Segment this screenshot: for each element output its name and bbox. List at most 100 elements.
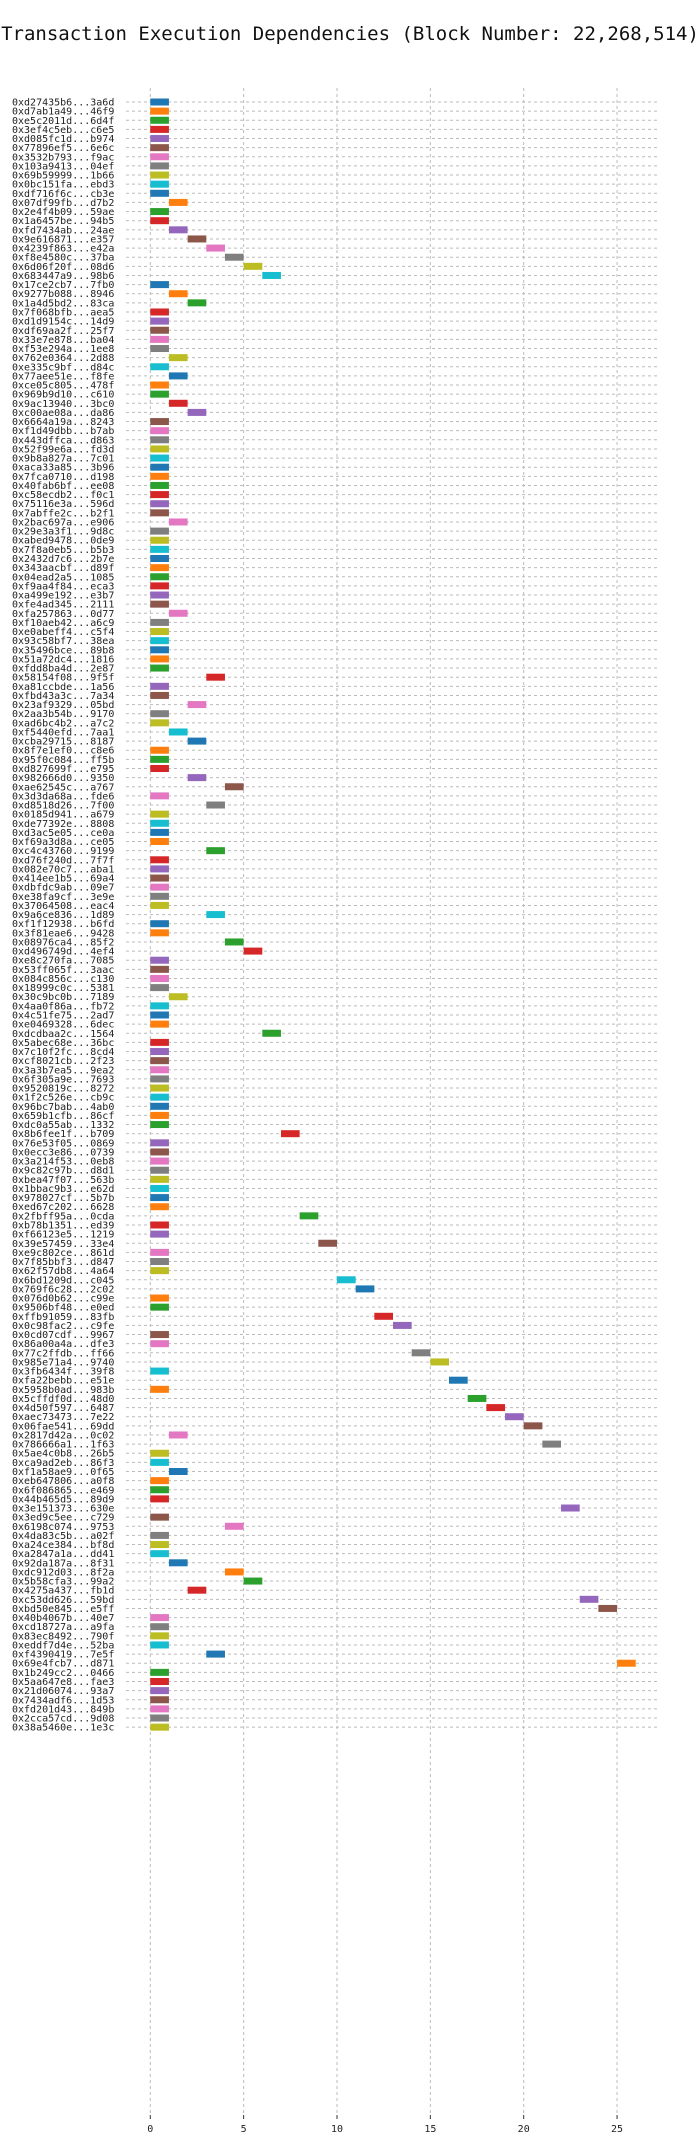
dependency-bar bbox=[150, 381, 169, 389]
y-tick-label: 0xdc912d03...8f2a bbox=[12, 1567, 114, 1578]
chart-title: Transaction Execution Dependencies (Bloc… bbox=[1, 23, 699, 45]
y-tick-label: 0x96bc7bab...4ab0 bbox=[12, 1102, 114, 1113]
y-tick-label: 0xaca33a85...3b96 bbox=[12, 463, 114, 474]
y-tick-label: 0x9520819c...8272 bbox=[12, 1084, 114, 1095]
y-tick-label: 0xe8c270fa...7085 bbox=[12, 956, 114, 967]
dependency-bar bbox=[168, 354, 188, 362]
dependency-bar bbox=[150, 1157, 169, 1165]
y-tick-label: 0xc58ecdb2...f0c1 bbox=[12, 490, 114, 501]
y-tick-label: 0x4da83c5b...a02f bbox=[12, 1531, 114, 1542]
dependency-bar bbox=[150, 755, 169, 763]
dependency-bar bbox=[150, 509, 169, 517]
dependency-bar bbox=[355, 1285, 375, 1293]
dependency-bar bbox=[150, 564, 169, 572]
y-tick-label: 0xa81ccbde...1a56 bbox=[12, 682, 114, 693]
dependency-bar bbox=[542, 1440, 562, 1448]
y-tick-label: 0x103a9413...04ef bbox=[12, 161, 114, 172]
dependency-bar bbox=[430, 1358, 450, 1366]
dependency-bar bbox=[150, 144, 169, 152]
y-tick-label: 0xf10aeb42...a6c9 bbox=[12, 618, 114, 629]
dependency-bar bbox=[150, 1066, 169, 1074]
dependency-bar bbox=[150, 573, 169, 581]
dependency-bar bbox=[150, 1075, 169, 1083]
y-tick-label: 0x985e71a4...9740 bbox=[12, 1357, 114, 1368]
y-tick-label: 0xe9c802ce...861d bbox=[12, 1248, 114, 1259]
dependency-bar bbox=[243, 947, 263, 955]
x-tick-label: 25 bbox=[611, 2124, 623, 2135]
dependency-bar bbox=[224, 1568, 244, 1576]
dependency-bar bbox=[206, 244, 225, 252]
y-tick-label: 0x0bc151fa...ebd3 bbox=[12, 180, 114, 191]
dependency-bar bbox=[150, 436, 169, 444]
dependency-bar bbox=[168, 372, 188, 380]
dependency-bar bbox=[187, 737, 207, 745]
dependency-bar bbox=[150, 628, 169, 636]
dependency-bar bbox=[150, 691, 169, 699]
y-tick-label: 0xaec73473...7e22 bbox=[12, 1412, 114, 1423]
y-tick-label: 0x3a214f53...0eb8 bbox=[12, 1157, 114, 1168]
y-tick-label: 0x4275a437...fb1d bbox=[12, 1586, 114, 1597]
dependency-bar bbox=[150, 335, 169, 343]
y-tick-label: 0x7abffe2c...b2f1 bbox=[12, 508, 114, 519]
y-tick-label: 0xdf716f6c...cb3e bbox=[12, 189, 114, 200]
y-tick-label: 0x3e151373...630e bbox=[12, 1504, 114, 1515]
y-tick-label: 0x3ed9c5ee...c729 bbox=[12, 1513, 114, 1524]
dependency-bar bbox=[150, 600, 169, 608]
y-tick-label: 0x6198c074...9753 bbox=[12, 1522, 114, 1533]
dependency-bar bbox=[150, 445, 169, 453]
dependency-bar bbox=[150, 591, 169, 599]
dependency-bar bbox=[206, 801, 225, 809]
y-tick-label: 0xf53e294a...1ee8 bbox=[12, 344, 114, 355]
y-tick-label: 0xfe4ad345...2111 bbox=[12, 600, 114, 611]
y-tick-label: 0xe38fa9cf...3e9e bbox=[12, 892, 114, 903]
y-tick-label: 0x6d06f20f...08d6 bbox=[12, 262, 114, 273]
y-tick-label: 0xcba29715...8187 bbox=[12, 737, 114, 748]
y-tick-label: 0x3fb6434f...39f8 bbox=[12, 1367, 114, 1378]
y-tick-label: 0x44b465d5...89d9 bbox=[12, 1494, 114, 1505]
dependency-bar bbox=[150, 463, 169, 471]
dependency-bar bbox=[150, 682, 169, 690]
y-tick-label: 0x3532b793...f9ac bbox=[12, 152, 114, 163]
dependency-bar bbox=[150, 1531, 169, 1539]
x-tick-label: 0 bbox=[147, 2124, 153, 2135]
dependency-bar bbox=[150, 646, 169, 654]
y-tick-label: 0x1a6457be...94b5 bbox=[12, 216, 114, 227]
dependency-bar bbox=[150, 1048, 169, 1056]
dependency-bar bbox=[224, 938, 244, 946]
dependency-bar bbox=[150, 98, 169, 106]
y-tick-label: 0x37064508...eac4 bbox=[12, 901, 114, 912]
y-tick-label: 0x5958b0ad...983b bbox=[12, 1385, 114, 1396]
y-tick-label: 0x9ac13940...3bc0 bbox=[12, 399, 114, 410]
dependency-bar bbox=[168, 290, 188, 298]
y-tick-label: 0xe5c2011d...6d4f bbox=[12, 116, 114, 127]
dependency-bar bbox=[617, 1659, 636, 1667]
dependency-bar bbox=[150, 1513, 169, 1521]
dependency-bar bbox=[168, 728, 188, 736]
dependency-bar bbox=[206, 847, 225, 855]
dependency-bar bbox=[187, 701, 207, 709]
dependency-bar bbox=[598, 1604, 618, 1612]
y-tick-label: 0xe0abeff4...c5f4 bbox=[12, 627, 114, 638]
dependency-bar bbox=[150, 1705, 169, 1713]
dependency-bar bbox=[187, 1586, 207, 1594]
y-tick-label: 0x3d3da68a...fde6 bbox=[12, 791, 114, 802]
dependency-bar bbox=[150, 281, 169, 289]
y-tick-label: 0x414ee1b5...69a4 bbox=[12, 874, 114, 885]
y-tick-label: 0x969b9d10...c610 bbox=[12, 390, 114, 401]
y-tick-label: 0x0ecc3e86...0739 bbox=[12, 1147, 114, 1158]
dependency-bar bbox=[150, 500, 169, 508]
y-tick-label: 0x9b8a827a...7c01 bbox=[12, 454, 114, 465]
dependency-bar bbox=[150, 491, 169, 499]
dependency-bar bbox=[150, 819, 169, 827]
dependency-bar bbox=[150, 1677, 169, 1685]
dependency-bar bbox=[150, 1486, 169, 1494]
dependency-bar bbox=[187, 299, 207, 307]
y-tick-label: 0xde77392e...8808 bbox=[12, 819, 114, 830]
dependency-bar bbox=[150, 1541, 169, 1549]
y-tick-label: 0xeddf7d4e...52ba bbox=[12, 1640, 114, 1651]
y-tick-label: 0x9506bf48...e0ed bbox=[12, 1303, 114, 1314]
dependency-bar bbox=[150, 929, 169, 937]
dependency-bar bbox=[505, 1413, 524, 1421]
y-tick-label: 0xf4390419...7e5f bbox=[12, 1650, 114, 1661]
y-tick-label: 0x2bac697a...e906 bbox=[12, 517, 114, 528]
